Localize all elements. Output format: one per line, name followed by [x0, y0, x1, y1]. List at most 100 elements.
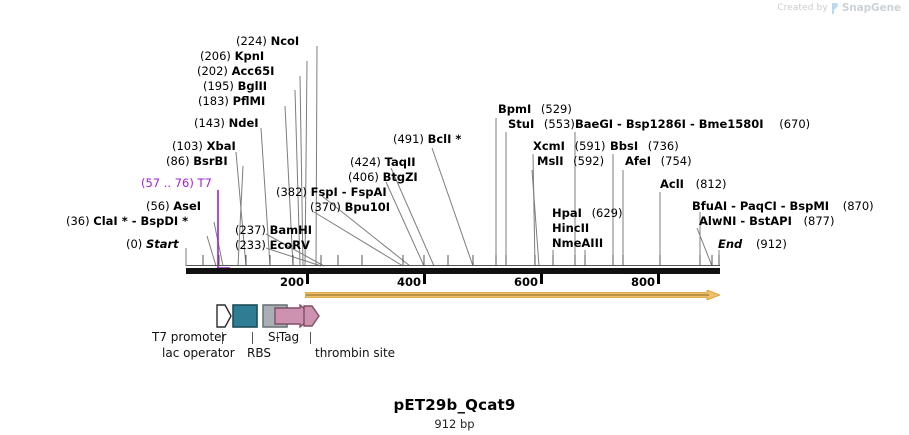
enzyme-pos: (233)	[235, 238, 266, 252]
enzyme-pos: (736)	[647, 139, 679, 153]
feature-name-thrombin-site: thrombin site	[315, 346, 396, 360]
enzyme-name: StuI	[508, 117, 535, 131]
enzyme-label-bsrbi: (86) BsrBI	[166, 155, 228, 168]
enzyme-label-afei: AfeI (754)	[625, 155, 692, 168]
feature-glyph-lac-operator[interactable]	[232, 304, 258, 328]
enzyme-name: Acc65I	[231, 64, 275, 78]
enzyme-pos: (382)	[276, 185, 307, 199]
plasmid-name: pET29b_Qcat9	[393, 396, 516, 414]
enzyme-pos: (103)	[172, 139, 203, 153]
enzyme-name: HincII	[552, 221, 590, 235]
watermark-brand: SnapGene	[841, 2, 901, 14]
enzyme-label-acli: AclI (812)	[660, 178, 727, 191]
enzyme-label-asei: (56) AseI	[146, 200, 201, 213]
t7-promoter-bracket	[217, 190, 230, 269]
enzyme-label-bbsi: BbsI (736)	[610, 140, 679, 153]
enzyme-name: FspI - FspAI	[310, 185, 387, 199]
enzyme-pos: (877)	[803, 214, 835, 228]
enzyme-name: ClaI * - BspDI *	[93, 214, 189, 228]
marker-name: Start	[145, 237, 179, 251]
enzyme-name: AfeI	[625, 154, 651, 168]
enzyme-label-bpu10i: (370) Bpu10I	[310, 201, 390, 214]
enzyme-label-alwni-bstapi: AlwNI - BstAPI (877)	[699, 215, 834, 228]
ruler-tick-mark-400	[423, 274, 426, 284]
enzyme-pos: (591)	[574, 139, 606, 153]
enzyme-name: EcoRV	[269, 238, 310, 252]
feature-tick-s-tag	[277, 332, 278, 342]
enzyme-name: TaqII	[384, 155, 416, 169]
enzyme-pos: (491)	[393, 132, 424, 146]
snapgene-watermark: Created by SnapGene	[777, 2, 901, 14]
enzyme-label-nmeaiii: NmeAIII	[552, 237, 603, 250]
enzyme-pos: (754)	[660, 154, 692, 168]
enzyme-label-baegi-bsp1286i-bme1580i: BaeGI - Bsp1286I - Bme1580I (670)	[575, 118, 810, 131]
enzyme-label-ecorv: (233) EcoRV	[235, 239, 310, 252]
enzyme-pos: (195)	[203, 79, 234, 93]
feature-name: T7	[197, 176, 212, 190]
enzyme-pos: (553)	[543, 117, 575, 131]
enzyme-name: AlwNI - BstAPI	[699, 214, 792, 228]
feature-tick-rbs	[252, 332, 253, 344]
enzyme-label-acc65i: (202) Acc65I	[197, 65, 274, 78]
enzyme-name: BtgZI	[382, 170, 418, 184]
marker-pos: (0)	[126, 237, 143, 251]
enzyme-pos: (202)	[197, 64, 228, 78]
enzyme-label-btgzi: (406) BtgZI	[348, 171, 418, 184]
enzyme-label-bfuai-paqci-bspmi: BfuAI - PaqCI - BspMI (870)	[692, 200, 874, 213]
enzyme-pos: (56)	[146, 199, 170, 213]
enzyme-name: BclI *	[427, 132, 462, 146]
enzyme-label-bamhi: (237) BamHI	[235, 224, 312, 237]
enzyme-label-pflmi: (183) PflMI	[198, 95, 265, 108]
enzyme-name: MslI	[537, 154, 564, 168]
enzyme-pos: (86)	[166, 154, 190, 168]
enzyme-pos: (812)	[695, 177, 727, 191]
watermark-prefix: Created by	[777, 3, 828, 13]
feature-glyph-thrombin-site[interactable]	[303, 304, 320, 328]
feature-tick-thrombin-site	[310, 332, 311, 344]
ruler-tick-200: 200	[279, 275, 304, 289]
enzyme-name: BaeGI - Bsp1286I - Bme1580I	[575, 117, 764, 131]
plasmid-length: 912 bp	[434, 417, 475, 431]
enzyme-label-clai-bspdi: (36) ClaI * - BspDI *	[66, 215, 188, 228]
enzyme-pos: (143)	[194, 116, 225, 130]
enzyme-label-stui: StuI (553)	[508, 118, 575, 131]
enzyme-name: HpaI	[552, 206, 582, 220]
marker-pos: (912)	[755, 237, 787, 251]
enzyme-label-ndei: (143) NdeI	[194, 117, 259, 130]
enzyme-pos: (670)	[779, 117, 811, 131]
enzyme-name: BpmI	[498, 102, 532, 116]
feature-name-s-tag: S-Tag	[268, 330, 300, 344]
enzyme-name: KpnI	[234, 49, 265, 63]
ruler-tick-800: 800	[630, 275, 655, 289]
enzyme-label-kpni: (206) KpnI	[200, 50, 264, 63]
marker-name: End	[718, 237, 743, 251]
enzyme-name: BbsI	[610, 139, 639, 153]
ruler-hairline	[186, 265, 720, 266]
feature-tick-lac-operator	[222, 332, 223, 344]
enzyme-pos: (183)	[198, 94, 229, 108]
enzyme-name: Bpu10I	[344, 200, 391, 214]
enzyme-name: BglII	[237, 79, 268, 93]
enzyme-pos: (629)	[591, 206, 623, 220]
feature-glyph-t7-promoter[interactable]	[216, 304, 232, 328]
enzyme-name: AclI	[660, 177, 684, 191]
enzyme-label-hincii: HincII	[552, 222, 589, 235]
enzyme-name: BfuAI - PaqCI - BspMI	[692, 199, 830, 213]
enzyme-label-taqii: (424) TaqII	[350, 156, 416, 169]
orf-arrow	[305, 290, 720, 300]
feature-range: (57 .. 76)	[141, 176, 194, 190]
enzyme-pos: (870)	[842, 199, 874, 213]
enzyme-name: AseI	[173, 199, 202, 213]
enzyme-label-bpmi: BpmI (529)	[498, 103, 572, 116]
enzyme-pos: (206)	[200, 49, 231, 63]
enzyme-name: BsrBI	[193, 154, 228, 168]
ruler-tick-mark-600	[540, 274, 543, 284]
enzyme-label-msli: MslI (592)	[537, 155, 604, 168]
enzyme-pos: (406)	[348, 170, 379, 184]
snapgene-logo-icon	[831, 2, 839, 14]
enzyme-label-xbai: (103) XbaI	[172, 140, 236, 153]
enzyme-pos: (424)	[350, 155, 381, 169]
feature-name-t7-promoter: T7 promoter	[152, 330, 227, 344]
enzyme-name: NcoI	[270, 34, 300, 48]
